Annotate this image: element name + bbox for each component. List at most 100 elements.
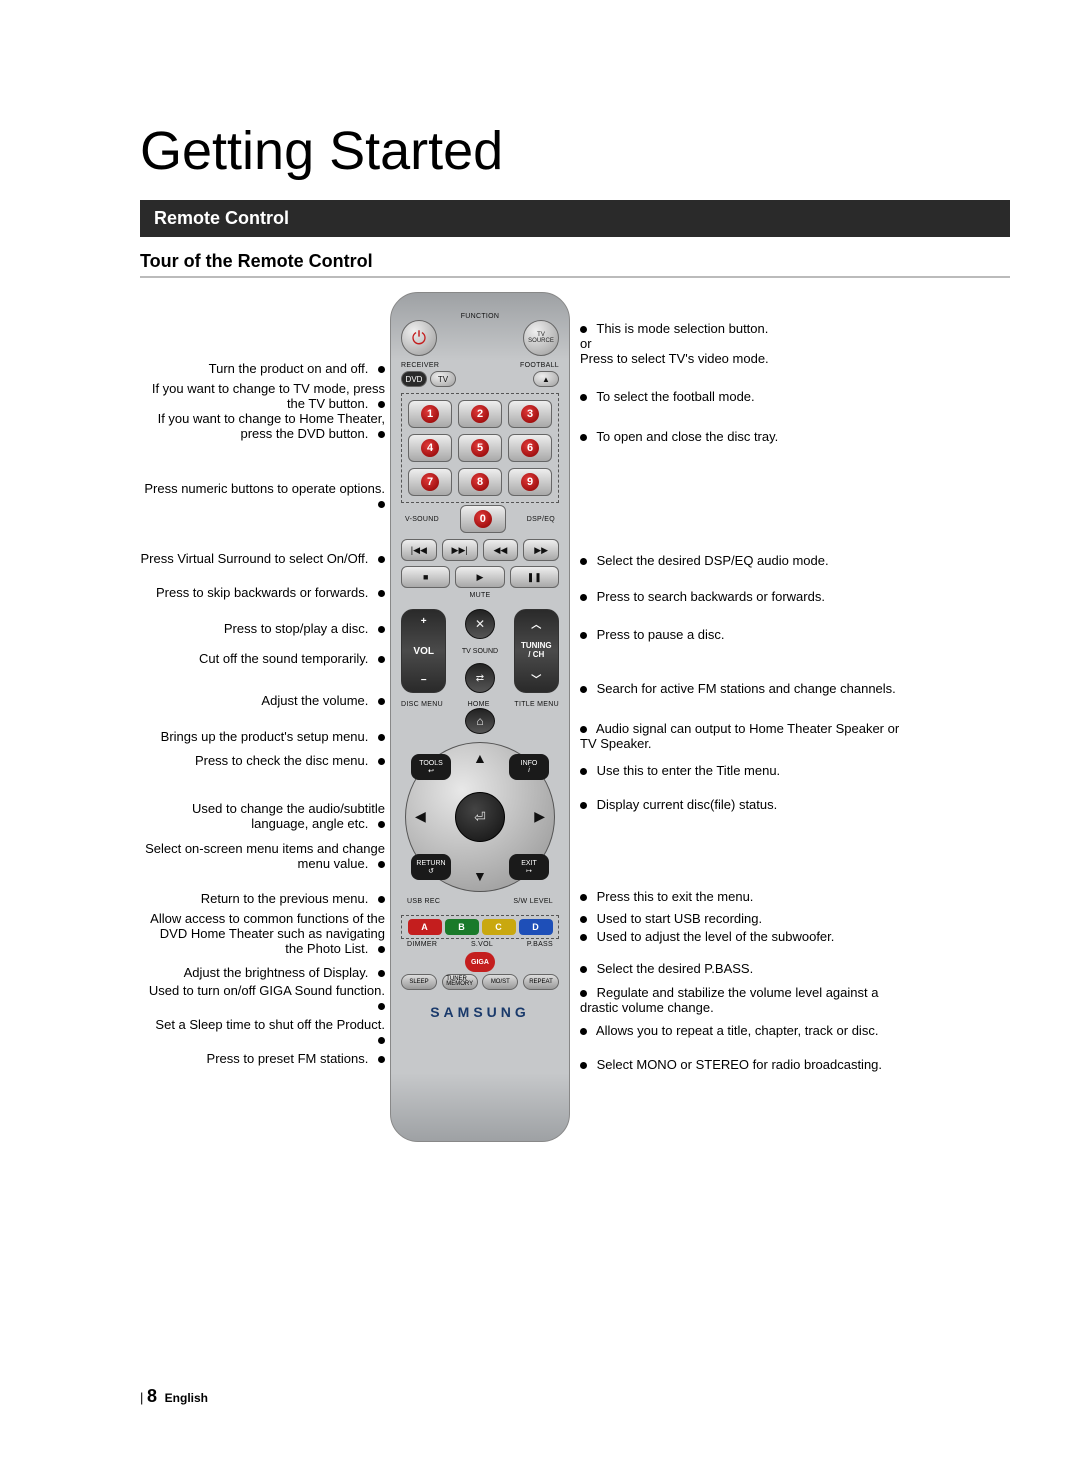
dpad: TOOLS↩ INFOi RETURN↺ EXIT↦ ▲ ▼ ◀ ▶ ⏎: [405, 742, 555, 892]
right-callout-12: Used to adjust the level of the subwoofe…: [580, 930, 834, 945]
page-footer: | 8 English: [140, 1386, 208, 1407]
right-callout-1: To select the football mode.: [580, 390, 755, 405]
num-1: 1: [408, 400, 452, 428]
stop-button: ■: [401, 566, 450, 588]
eject-button: ▲: [533, 371, 559, 387]
enter-button: ⏎: [455, 792, 505, 842]
remote-body: FUNCTION ⏻ TV SOURCE RECEIVER FOOTBALL D…: [390, 292, 570, 1142]
color-a-button: A: [408, 919, 442, 935]
dpad-left: ◀: [415, 808, 426, 825]
title-menu-label: TITLE MENU: [514, 701, 559, 708]
num-5: 5: [458, 434, 502, 462]
left-callout-4: Press Virtual Surround to select On/Off.: [141, 552, 385, 567]
dpad-down: ▼: [473, 868, 487, 884]
right-callout-11: Used to start USB recording.: [580, 912, 762, 927]
tv-button: TV: [430, 371, 456, 387]
pause-button: ❚❚: [510, 566, 559, 588]
function-label: FUNCTION: [401, 313, 559, 320]
section-heading: Remote Control: [140, 200, 1010, 237]
right-callout-9: Display current disc(file) status.: [580, 798, 777, 813]
sub-heading: Tour of the Remote Control: [140, 251, 1010, 278]
remote-diagram: Turn the product on and off. If you want…: [140, 292, 1010, 1162]
play-button: ▶: [455, 566, 504, 588]
left-callout-6: Press to stop/play a disc.: [224, 622, 385, 637]
home-button: ⌂: [465, 708, 495, 734]
left-callout-12: Select on-screen menu items and change m…: [140, 842, 385, 872]
repeat-button: REPEAT: [523, 974, 559, 990]
tv-source-button: TV SOURCE: [523, 320, 559, 356]
left-callout-18: Press to preset FM stations.: [207, 1052, 385, 1067]
transport-row1: |◀◀ ▶▶| ◀◀ ▶▶: [401, 539, 559, 561]
mute-label: MUTE: [401, 592, 559, 599]
page-language: English: [165, 1391, 208, 1405]
search-back-button: ◀◀: [483, 539, 519, 561]
power-button: ⏻: [401, 320, 437, 356]
search-fwd-button: ▶▶: [523, 539, 559, 561]
volume-rocker: + VOL −: [401, 609, 446, 693]
sleep-button: SLEEP: [401, 974, 437, 990]
tuning-up: ︿: [531, 616, 541, 631]
skip-fwd-button: ▶▶|: [442, 539, 478, 561]
most-button: MO/ST: [482, 974, 518, 990]
left-callout-8: Adjust the volume.: [261, 694, 385, 709]
left-callout-13: Return to the previous menu.: [201, 892, 385, 907]
dimmer-label: DIMMER: [407, 941, 437, 948]
right-callout-5: Press to pause a disc.: [580, 628, 725, 643]
tools-button: TOOLS↩: [411, 754, 451, 780]
color-b-button: B: [445, 919, 479, 935]
mute-button: ✕: [465, 609, 495, 639]
right-callout-6: Search for active FM stations and change…: [580, 682, 896, 697]
page-title: Getting Started: [140, 120, 1010, 182]
right-callout-14: Regulate and stabilize the volume level …: [580, 986, 900, 1016]
num-4: 4: [408, 434, 452, 462]
right-callout-8: Use this to enter the Title menu.: [580, 764, 780, 779]
footer-separator: |: [140, 1390, 143, 1405]
left-callout-16: Used to turn on/off GIGA Sound function.: [140, 984, 385, 1014]
tuning-sub: / CH: [528, 650, 544, 659]
home-label: HOME: [468, 701, 490, 708]
right-callout-2: To open and close the disc tray.: [580, 430, 778, 445]
left-callout-14: Allow access to common functions of the …: [140, 912, 385, 957]
giga-button: GIGA: [465, 952, 495, 972]
num-9: 9: [508, 468, 552, 496]
left-callout-5: Press to skip backwards or forwards.: [156, 586, 385, 601]
transport-row2: ■ ▶ ❚❚: [401, 566, 559, 588]
page-number: 8: [147, 1386, 157, 1406]
vsound-label: V-SOUND: [405, 516, 439, 523]
right-callout-7: Audio signal can output to Home Theater …: [580, 722, 900, 752]
right-callout-10: Press this to exit the menu.: [580, 890, 753, 905]
right-callout-15: Allows you to repeat a title, chapter, t…: [580, 1024, 878, 1039]
left-callout-0: Turn the product on and off.: [209, 362, 385, 377]
right-callout-16: Select MONO or STEREO for radio broadcas…: [580, 1058, 882, 1073]
tuner-memory-button: TUNER MEMORY: [442, 974, 478, 990]
dpad-up: ▲: [473, 750, 487, 766]
right-callout-0: This is mode selection button.orPress to…: [580, 322, 769, 367]
tuning-down: ﹀: [531, 671, 541, 686]
left-callout-3: Press numeric buttons to operate options…: [140, 482, 385, 512]
receiver-label: RECEIVER: [401, 362, 439, 369]
left-callout-7: Cut off the sound temporarily.: [199, 652, 385, 667]
color-d-button: D: [519, 919, 553, 935]
left-callout-10: Press to check the disc menu.: [195, 754, 385, 769]
tvsound-button: ⇄: [465, 663, 495, 693]
left-callout-2: If you want to change to Home Theater, p…: [140, 412, 385, 442]
numpad: 123456789: [401, 393, 559, 503]
tvsound-label: TV SOUND: [462, 648, 498, 655]
vol-plus: +: [421, 616, 427, 627]
exit-button: EXIT↦: [509, 854, 549, 880]
left-callout-1: If you want to change to TV mode, press …: [140, 382, 385, 412]
return-button: RETURN↺: [411, 854, 451, 880]
num-2: 2: [458, 400, 502, 428]
left-callout-15: Adjust the brightness of Display.: [184, 966, 385, 981]
remote-wrap: FUNCTION ⏻ TV SOURCE RECEIVER FOOTBALL D…: [390, 292, 570, 1152]
num-6: 6: [508, 434, 552, 462]
usbrec-label: USB REC: [407, 898, 440, 905]
pbass-label: P.BASS: [527, 941, 553, 948]
color-c-button: C: [482, 919, 516, 935]
tuning-label: TUNING: [521, 641, 552, 650]
skip-back-button: |◀◀: [401, 539, 437, 561]
num-3: 3: [508, 400, 552, 428]
swlevel-label: S/W LEVEL: [513, 898, 553, 905]
info-button: INFOi: [509, 754, 549, 780]
dvd-button: DVD: [401, 371, 427, 387]
